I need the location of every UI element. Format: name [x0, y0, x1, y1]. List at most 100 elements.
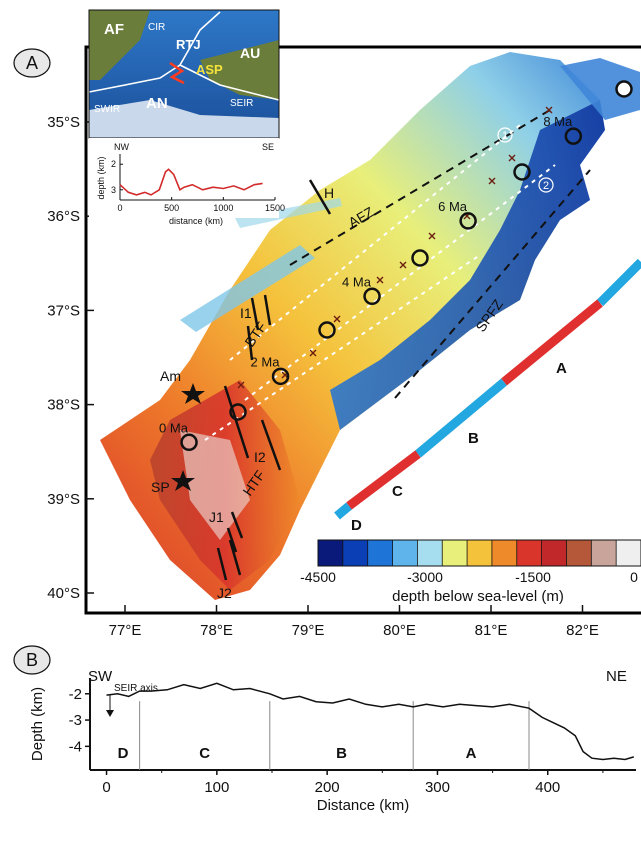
panel-b-sw: SW — [88, 668, 113, 685]
inset-xtick-label: 500 — [164, 203, 179, 213]
lat-tick-label: 40°S — [47, 585, 80, 602]
inset-xtick-label: 1000 — [213, 203, 233, 213]
lon-axis: 77°E 78°E 79°E 80°E 81°E 82°E — [109, 605, 599, 639]
track-b-label: B — [468, 430, 479, 447]
segment-track — [334, 258, 641, 520]
isochron-circle — [363, 287, 381, 306]
panel-b-xtick-label: 0 — [102, 779, 110, 796]
inset-ytick-label: 2 — [111, 159, 116, 169]
colorbar-cell — [417, 540, 443, 566]
map-frame — [84, 45, 641, 615]
track-a-label: A — [556, 360, 567, 377]
st-paul-star — [171, 470, 195, 491]
inset-label-rtj: RTJ — [176, 37, 201, 52]
panel-b-segment-label: B — [336, 745, 347, 762]
amsterdam-star — [181, 383, 205, 404]
panel-b-xtick-label: 300 — [425, 779, 450, 796]
colorbar-cell — [591, 540, 617, 566]
lat-tick-label: 38°S — [47, 397, 80, 414]
panel-b-segment-label: D — [118, 745, 129, 762]
panel-b-ytick-label: -4 — [69, 738, 82, 755]
lon-tick-label: 82°E — [566, 622, 599, 639]
colorbar-tick-0: 0 — [630, 569, 638, 585]
map-circles — [229, 80, 633, 421]
circle-marker — [229, 403, 247, 421]
axis-marks — [237, 106, 553, 389]
location-inset: AF CIR RTJ AU ASP AN SWIR SEIR — [88, 9, 280, 139]
colorbar-cell — [442, 540, 468, 566]
inset-depth-line — [119, 168, 263, 196]
lon-tick-label: 81°E — [475, 622, 508, 639]
isochron-circle — [459, 212, 477, 230]
colorbar-tick-4500: -4500 — [300, 569, 336, 585]
circle-marker — [318, 321, 336, 339]
panel-b-xtick-label: 400 — [535, 779, 560, 796]
panel-a-letter: A — [26, 53, 38, 73]
panel-b-ne: NE — [606, 668, 627, 685]
lat-tick-label: 36°S — [47, 208, 80, 225]
label-i1: I1 — [240, 305, 252, 321]
inset-label-asp: ASP — [196, 62, 223, 77]
profile-inset-ylabel: depth (km) — [96, 156, 106, 199]
panel-b-segment-label: A — [466, 745, 477, 762]
profile-inset-nw: NW — [114, 142, 129, 152]
panel-b-plot: D C B A 0 100 200 300 400 -2 -3 -4 Distance (km) Dept… — [29, 678, 636, 814]
colorbar-cell — [318, 540, 344, 566]
isochron-label: 8 Ma — [543, 114, 573, 129]
colorbar-cell — [467, 540, 493, 566]
inset-label-an: AN — [146, 95, 168, 112]
panel-b-xtick-label: 100 — [204, 779, 229, 796]
isochron-circle — [564, 127, 583, 145]
panel-a-badge: A — [13, 48, 51, 78]
lon-tick-label: 78°E — [200, 622, 233, 639]
fault-lines — [216, 179, 332, 581]
fracture-zone-lines — [204, 109, 591, 441]
inset-xtick-label: 1500 — [265, 203, 285, 213]
profile-inset-xlabel: distance (km) — [169, 216, 223, 226]
profile-1-label: 1 — [502, 130, 508, 142]
colorbar-cell — [616, 540, 641, 566]
profile-markers — [497, 127, 554, 193]
lat-tick-label: 37°S — [47, 302, 80, 319]
track-d-label: D — [351, 517, 362, 534]
panel-b-xtick-label: 200 — [315, 779, 340, 796]
circle-marker — [411, 249, 429, 267]
inset-label-seir: SEIR — [230, 98, 253, 109]
colorbar: -4500 -3000 -1500 0 depth below sea-leve… — [300, 539, 641, 605]
lon-tick-label: 80°E — [383, 622, 416, 639]
colorbar-label: depth below sea-level (m) — [392, 588, 564, 605]
isochron-circle — [271, 367, 290, 386]
panel-b-badge: B — [13, 645, 51, 675]
isochron-label: 4 Ma — [342, 274, 372, 289]
colorbar-cell — [342, 540, 369, 566]
profile-2-label: 2 — [543, 180, 549, 192]
colorbar-cell — [392, 540, 418, 566]
inset-xtick-label: 0 — [117, 203, 122, 213]
colorbar-cell — [566, 540, 592, 566]
inset-label-cir: CIR — [148, 22, 165, 33]
label-h: H — [324, 185, 334, 201]
panel-b-segment-label: C — [199, 745, 210, 762]
volcano-stars — [171, 383, 205, 491]
colorbar-cell — [491, 540, 518, 566]
label-j2: J2 — [217, 585, 232, 601]
lat-tick-label: 39°S — [47, 491, 80, 508]
depth-profile-inset: NW SE 0 500 1000 1500 2 3 depth (km) distance… — [89, 138, 285, 226]
panel-b-letter: B — [26, 650, 38, 670]
panel-b-ytick-label: -2 — [69, 686, 82, 703]
track-c-label: C — [392, 483, 403, 500]
profile-inset-se: SE — [262, 142, 274, 152]
label-i2: I2 — [254, 449, 266, 465]
colorbar-cell — [516, 540, 543, 566]
label-j1: J1 — [209, 509, 224, 525]
panel-b-annotation: SEIR axis — [114, 683, 158, 694]
isochron-label: 2 Ma — [251, 354, 281, 369]
colorbar-tick-3000: -3000 — [407, 569, 443, 585]
inset-label-af: AF — [104, 21, 124, 38]
isochron-label: 0 Ma — [159, 420, 189, 435]
isochron-circle — [180, 433, 198, 452]
panel-b-depth-line — [106, 682, 635, 761]
colorbar-cell — [541, 540, 567, 566]
isochron-markers: 8 Ma 6 Ma 4 Ma 2 Ma 0 Ma — [159, 114, 583, 452]
